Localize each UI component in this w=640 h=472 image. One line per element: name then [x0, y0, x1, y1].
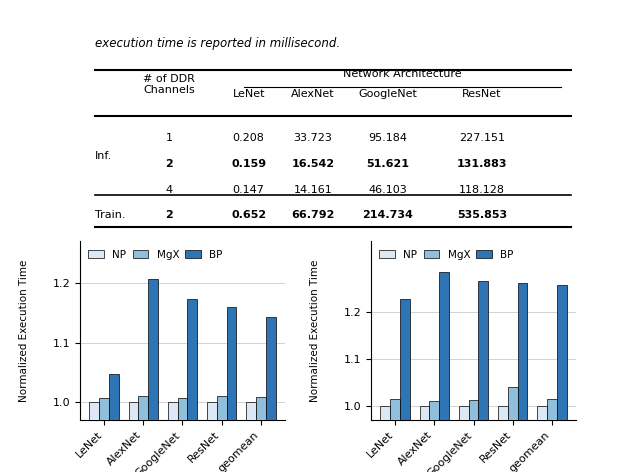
- Bar: [109, 374, 119, 472]
- Bar: [138, 396, 148, 472]
- Text: 227.151: 227.151: [459, 134, 505, 143]
- Text: LeNet: LeNet: [232, 89, 265, 99]
- Y-axis label: Normalized Execution Time: Normalized Execution Time: [310, 260, 320, 402]
- Text: Network Architecture: Network Architecture: [343, 68, 461, 78]
- Bar: [439, 272, 449, 472]
- Bar: [246, 402, 256, 472]
- Text: Train.: Train.: [95, 210, 125, 220]
- Bar: [420, 406, 429, 472]
- Text: 131.883: 131.883: [456, 159, 507, 169]
- Legend: NP, MgX, BP: NP, MgX, BP: [85, 246, 226, 263]
- Text: 46.103: 46.103: [368, 185, 407, 194]
- Bar: [217, 396, 227, 472]
- Text: 66.792: 66.792: [291, 210, 335, 220]
- Text: 214.734: 214.734: [362, 210, 413, 220]
- Bar: [518, 283, 527, 472]
- Text: 14.161: 14.161: [294, 185, 333, 194]
- Text: 118.128: 118.128: [459, 185, 505, 194]
- Text: AlexNet: AlexNet: [291, 89, 335, 99]
- Bar: [168, 402, 177, 472]
- Text: 51.621: 51.621: [366, 159, 409, 169]
- Text: 0.208: 0.208: [233, 134, 264, 143]
- Legend: NP, MgX, BP: NP, MgX, BP: [376, 246, 517, 263]
- Bar: [207, 402, 217, 472]
- Bar: [380, 406, 390, 472]
- Text: Inf.: Inf.: [95, 151, 112, 160]
- Bar: [400, 299, 410, 472]
- Text: execution time is reported in millisecond.: execution time is reported in millisecon…: [95, 37, 340, 50]
- Bar: [508, 387, 518, 472]
- Bar: [390, 399, 400, 472]
- Text: GoogleNet: GoogleNet: [358, 89, 417, 99]
- Bar: [479, 281, 488, 472]
- Text: 0.652: 0.652: [231, 210, 266, 220]
- Bar: [557, 285, 566, 472]
- Text: 2: 2: [165, 210, 173, 220]
- Bar: [177, 398, 188, 472]
- Bar: [148, 279, 158, 472]
- Bar: [90, 402, 99, 472]
- Text: # of DDR
Channels: # of DDR Channels: [143, 74, 195, 95]
- Text: 95.184: 95.184: [368, 134, 407, 143]
- Y-axis label: Normalized Execution Time: Normalized Execution Time: [19, 260, 29, 402]
- Bar: [188, 299, 197, 472]
- Bar: [498, 406, 508, 472]
- Text: 0.147: 0.147: [233, 185, 264, 194]
- Bar: [129, 402, 138, 472]
- Bar: [227, 307, 236, 472]
- Bar: [537, 406, 547, 472]
- Text: 16.542: 16.542: [292, 159, 335, 169]
- Bar: [256, 397, 266, 472]
- Text: 33.723: 33.723: [294, 134, 333, 143]
- Bar: [429, 401, 439, 472]
- Bar: [547, 399, 557, 472]
- Text: 2: 2: [165, 159, 173, 169]
- Bar: [266, 317, 276, 472]
- Text: 1: 1: [166, 134, 173, 143]
- Bar: [99, 398, 109, 472]
- Bar: [459, 406, 468, 472]
- Text: 0.159: 0.159: [231, 159, 266, 169]
- Bar: [468, 400, 479, 472]
- Text: 535.853: 535.853: [457, 210, 507, 220]
- Text: ResNet: ResNet: [462, 89, 502, 99]
- Text: 4: 4: [166, 185, 173, 194]
